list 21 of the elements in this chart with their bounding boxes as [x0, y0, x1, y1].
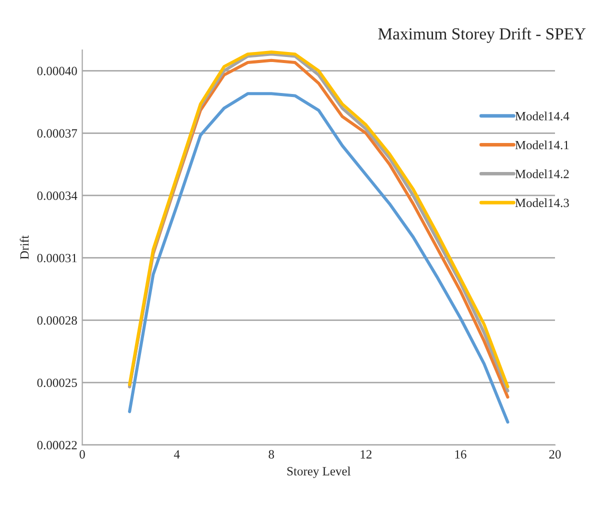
- x-tick-label: 0: [80, 450, 85, 459]
- line-series: [128, 92, 510, 424]
- y-tick-label: 0.00028: [37, 316, 77, 325]
- x-tick-label: 8: [268, 450, 274, 459]
- x-tick-label: 20: [549, 450, 561, 459]
- y-tick-label: 0.00025: [37, 378, 77, 388]
- x-axis-title: Storey Level: [287, 466, 350, 478]
- y-tick-label: 0.00022: [37, 440, 77, 450]
- y-tick-label: 0.00040: [37, 66, 77, 76]
- x-tick-label: 16: [455, 450, 466, 459]
- x-tick-label: 4: [174, 450, 180, 458]
- chart-title: Maximum Storey Drift - SPEY: [378, 28, 586, 43]
- legend-label: Model14.1: [515, 140, 569, 150]
- x-tick-label: 12: [360, 450, 372, 458]
- y-axis-title: Drift: [20, 235, 29, 260]
- legend-label: Model14.4: [515, 112, 570, 120]
- legend-label: Model14.3: [515, 198, 569, 208]
- legend-label: Model14.2: [515, 169, 569, 178]
- y-tick-label: 0.00031: [37, 254, 77, 262]
- y-tick-label: 0.00037: [37, 129, 78, 138]
- y-tick-label: 0.00034: [37, 192, 78, 200]
